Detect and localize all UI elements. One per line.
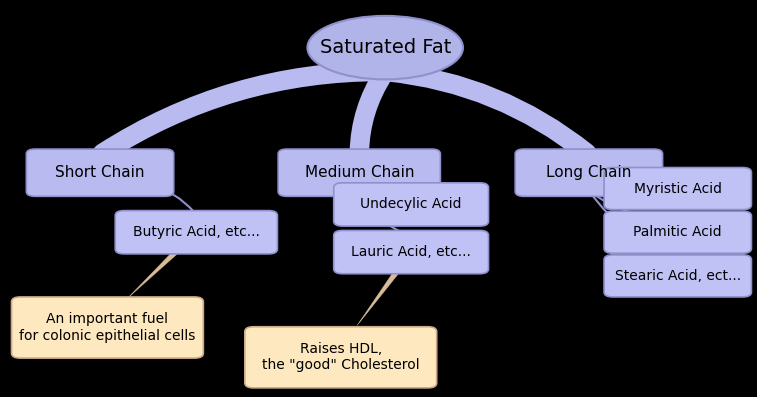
Text: Saturated Fat: Saturated Fat	[319, 38, 451, 57]
Text: Short Chain: Short Chain	[55, 165, 145, 180]
FancyBboxPatch shape	[11, 297, 204, 358]
FancyBboxPatch shape	[115, 210, 277, 254]
FancyBboxPatch shape	[604, 211, 752, 253]
Text: Palmitic Acid: Palmitic Acid	[634, 225, 722, 239]
Text: Medium Chain: Medium Chain	[304, 165, 414, 180]
FancyBboxPatch shape	[604, 255, 752, 297]
Text: Long Chain: Long Chain	[547, 165, 631, 180]
Text: Stearic Acid, ect...: Stearic Acid, ect...	[615, 269, 741, 283]
FancyBboxPatch shape	[516, 149, 662, 197]
Ellipse shape	[307, 16, 463, 79]
Text: Lauric Acid, etc...: Lauric Acid, etc...	[351, 245, 471, 259]
FancyBboxPatch shape	[334, 230, 488, 274]
FancyBboxPatch shape	[334, 183, 488, 226]
FancyBboxPatch shape	[26, 149, 173, 197]
Text: Undecylic Acid: Undecylic Acid	[360, 197, 462, 212]
Text: An important fuel
for colonic epithelial cells: An important fuel for colonic epithelial…	[19, 312, 195, 343]
Text: Raises HDL,
the "good" Cholesterol: Raises HDL, the "good" Cholesterol	[262, 342, 419, 372]
FancyBboxPatch shape	[604, 168, 752, 210]
Text: Butyric Acid, etc...: Butyric Acid, etc...	[133, 225, 260, 239]
Text: Myristic Acid: Myristic Acid	[634, 181, 721, 196]
FancyBboxPatch shape	[278, 149, 441, 197]
FancyBboxPatch shape	[245, 327, 437, 388]
